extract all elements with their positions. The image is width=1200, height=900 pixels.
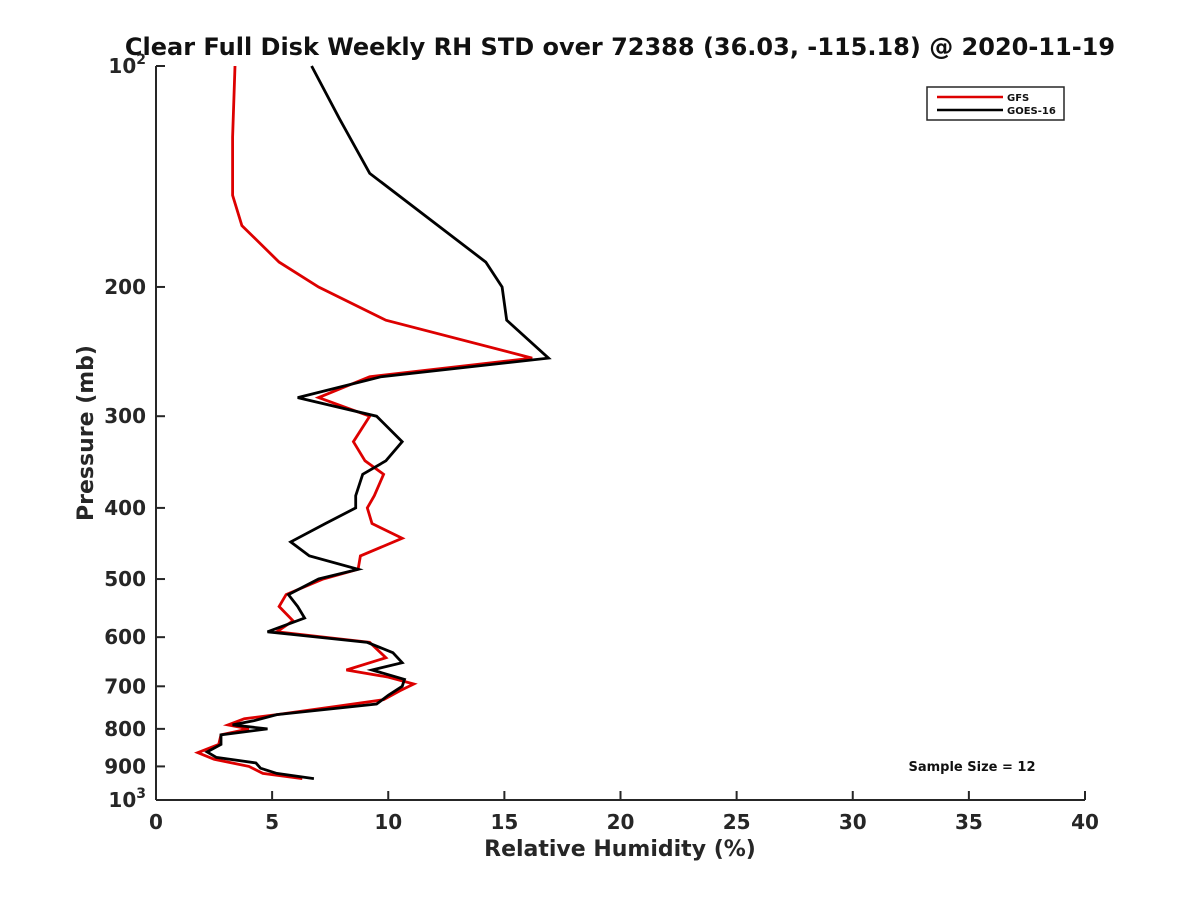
x-tick-label: 0 (149, 810, 163, 834)
series-layer (194, 65, 552, 780)
y-tick-label: 200 (104, 275, 146, 299)
x-ticks: 0 5 10 15 20 25 30 35 40 (149, 791, 1099, 834)
y-tick-label: 600 (104, 625, 146, 649)
series-line-gfs (194, 65, 533, 780)
series-line-goes-16 (204, 65, 552, 780)
y-tick-label: 103 (108, 786, 146, 812)
x-axis-label: Relative Humidity (%) (484, 837, 756, 862)
y-tick-label: 700 (104, 674, 146, 698)
x-tick-label: 10 (374, 810, 402, 834)
x-tick-label: 25 (723, 810, 751, 834)
y-ticks: 102 200 300 400 500 600 700 800 900 103 (104, 52, 165, 812)
x-tick-label: 15 (490, 810, 518, 834)
y-tick-label: 900 (104, 754, 146, 778)
x-tick-label: 20 (607, 810, 635, 834)
x-tick-label: 40 (1071, 810, 1099, 834)
sample-size-annotation: Sample Size = 12 (908, 760, 1035, 775)
legend-box (926, 86, 1065, 121)
y-tick-label: 102 (108, 52, 146, 78)
x-tick-label: 30 (839, 810, 867, 834)
chart-title: Clear Full Disk Weekly RH STD over 72388… (125, 33, 1115, 61)
y-tick-label: 300 (104, 404, 146, 428)
y-axis-label: Pressure (mb) (74, 345, 99, 521)
legend: GFS GOES-16 (926, 86, 1065, 121)
y-tick-label: 500 (104, 567, 146, 591)
legend-label-gfs: GFS (1007, 93, 1029, 104)
x-tick-label: 5 (265, 810, 279, 834)
y-tick-label: 800 (104, 717, 146, 741)
legend-label-goes16: GOES-16 (1007, 106, 1056, 117)
y-tick-label: 400 (104, 496, 146, 520)
x-tick-label: 35 (955, 810, 983, 834)
